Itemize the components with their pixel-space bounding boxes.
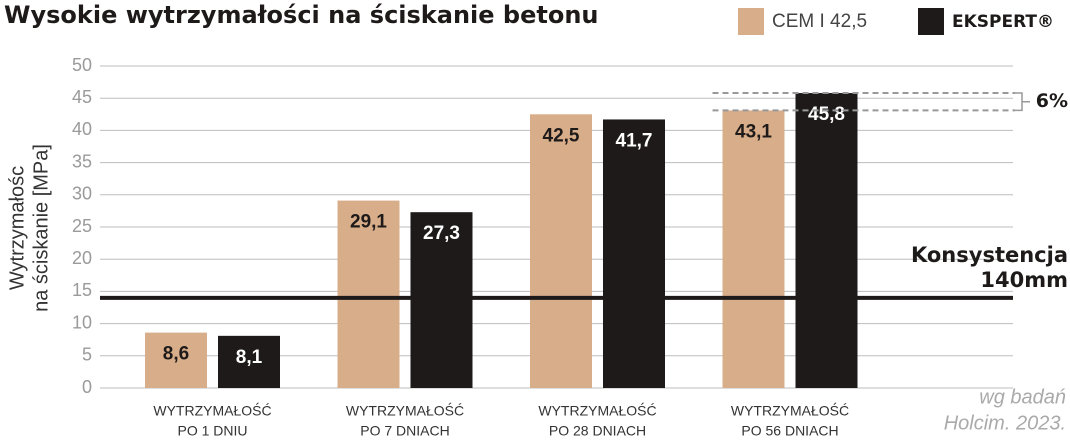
x-tick-label: PO 56 DNIACH [741, 423, 838, 439]
y-tick-label: 5 [82, 345, 92, 365]
data-label: 8,1 [236, 347, 263, 368]
x-tick-label: PO 7 DNIACH [360, 423, 449, 439]
y-axis-label: Wytrzymałośc [6, 166, 28, 290]
data-label: 41,7 [616, 130, 653, 151]
y-tick-label: 40 [72, 119, 92, 139]
y-tick-label: 30 [72, 184, 92, 204]
bar [218, 335, 280, 388]
y-tick-label: 35 [72, 151, 92, 171]
x-tick-label: PO 28 DNIACH [549, 423, 646, 439]
y-axis-label: na ściskanie [MPa] [30, 144, 52, 312]
data-label: 42,5 [543, 125, 580, 146]
data-label: 45,8 [808, 104, 845, 125]
x-tick-label: WYTRZYMAŁOŚĆ [346, 402, 464, 419]
y-tick-label: 25 [72, 216, 92, 236]
x-tick-label: WYTRZYMAŁOŚĆ [538, 402, 656, 419]
y-tick-label: 50 [72, 55, 92, 75]
difference-bracket [1015, 92, 1030, 112]
bar [337, 200, 400, 388]
source-note: wg badań [979, 386, 1066, 408]
y-tick-label: 45 [72, 87, 92, 107]
chart-title: Wysokie wytrzymałości na ściskanie beton… [4, 1, 599, 29]
bar [795, 93, 858, 388]
x-tick-label: PO 1 DNIU [177, 423, 247, 439]
legend-label: EKSPERT® [952, 12, 1054, 32]
y-tick-label: 20 [72, 248, 92, 268]
data-label: 43,1 [735, 121, 772, 142]
reference-label: 140mm [980, 268, 1068, 292]
legend-swatch [918, 8, 944, 35]
x-tick-label: WYTRZYMAŁOŚĆ [153, 402, 271, 419]
y-tick-label: 10 [72, 312, 92, 332]
legend-swatch [738, 8, 764, 35]
source-note: Holcim. 2023. [944, 412, 1066, 434]
bar [722, 110, 785, 388]
reference-label: Konsystencja [911, 243, 1068, 267]
legend-label: CEM I 42,5 [772, 11, 867, 32]
data-label: 8,6 [163, 344, 189, 365]
difference-label: 6% [1036, 90, 1068, 112]
bar [530, 114, 592, 389]
data-label: 29,1 [350, 212, 387, 233]
x-tick-label: WYTRZYMAŁOŚĆ [731, 402, 849, 419]
y-tick-label: 15 [72, 280, 92, 300]
data-label: 27,3 [423, 223, 460, 244]
bar [410, 212, 473, 388]
y-tick-label: 0 [82, 377, 92, 397]
bar [145, 332, 207, 388]
bar [603, 119, 665, 389]
